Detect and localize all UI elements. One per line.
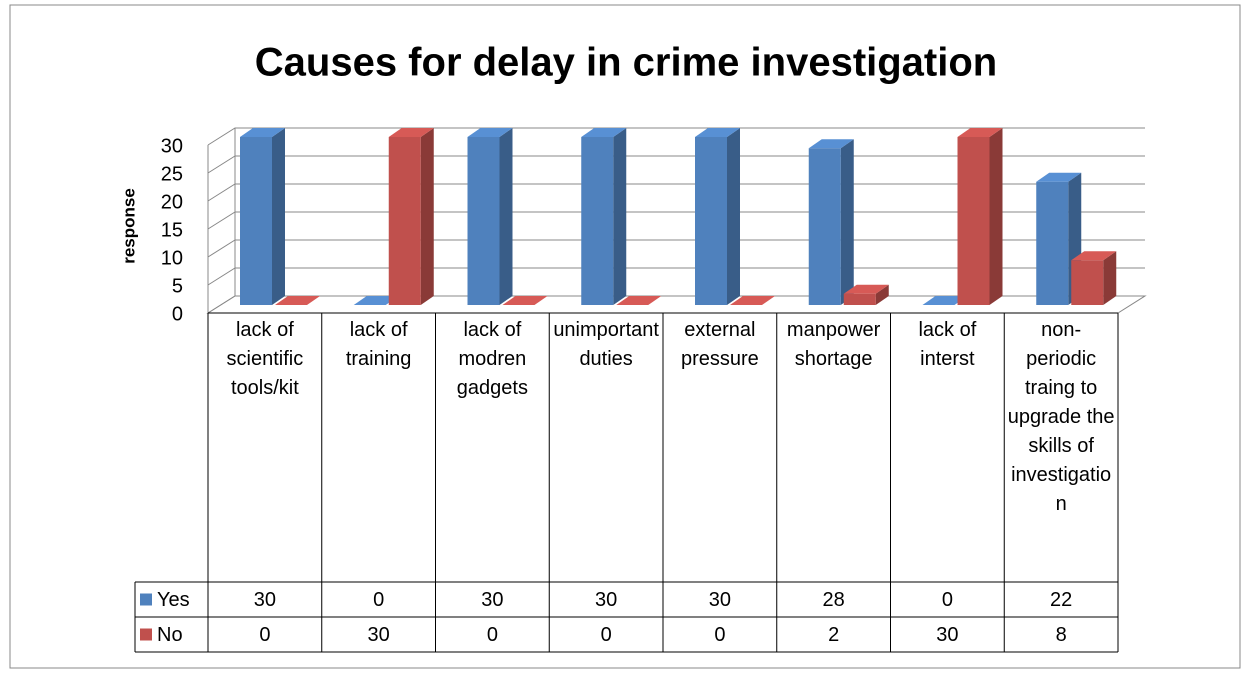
table-value: 2 <box>828 624 839 646</box>
bar-face <box>843 284 889 294</box>
bar-face <box>1071 260 1104 305</box>
y-axis-title: response <box>119 188 138 264</box>
table-value: 0 <box>487 624 498 646</box>
bar <box>275 296 320 305</box>
y-tick-label: 25 <box>161 163 183 185</box>
bar-face <box>467 128 513 137</box>
grid-line <box>207 267 1145 286</box>
bar-face <box>1036 181 1069 305</box>
bar-face <box>808 148 841 305</box>
table-value: 0 <box>373 589 384 611</box>
bar <box>467 128 513 305</box>
bar-face <box>581 137 614 305</box>
bar-face <box>1036 172 1082 182</box>
grid-line <box>207 183 1145 202</box>
bar <box>353 296 399 305</box>
table-value: 28 <box>823 589 845 611</box>
bar-face <box>272 128 285 305</box>
legend-swatch <box>140 593 152 606</box>
bar <box>922 296 968 305</box>
y-tick-label: 15 <box>161 219 183 241</box>
bar-face <box>613 128 627 305</box>
bar <box>581 128 627 305</box>
bar-face <box>957 128 1003 137</box>
bar-face <box>388 128 434 137</box>
bar-face <box>420 128 434 305</box>
legend-label: No <box>157 624 183 646</box>
grid-line <box>207 155 1145 174</box>
bar <box>240 128 285 305</box>
grid-line <box>207 127 1145 146</box>
chart-title: Causes for delay in crime investigation <box>255 41 997 85</box>
y-tick-label: 10 <box>161 247 183 269</box>
bar-face <box>581 128 627 137</box>
bar-face <box>1071 251 1117 261</box>
bar-face <box>1103 251 1117 305</box>
table-value: 30 <box>709 589 731 611</box>
bar-face <box>240 128 285 137</box>
table-value: 22 <box>1050 589 1072 611</box>
grid-line <box>207 211 1145 230</box>
y-tick-label: 30 <box>161 135 183 157</box>
bar-face <box>502 296 548 305</box>
table-value: 30 <box>254 589 276 611</box>
category-label: non-periodic traing to upgrade the skill… <box>1007 319 1115 515</box>
y-tick-label: 0 <box>172 303 183 325</box>
bar-face <box>730 296 775 305</box>
bar-face <box>388 137 421 305</box>
table-value: 30 <box>595 589 617 611</box>
table-value: 0 <box>714 624 725 646</box>
bar <box>1036 172 1082 305</box>
table-value: 0 <box>601 624 612 646</box>
bar <box>957 128 1003 305</box>
table-value: 30 <box>481 589 503 611</box>
bar-face <box>275 296 320 305</box>
table-value: 8 <box>1056 624 1067 646</box>
bar <box>843 284 889 305</box>
chart-border <box>9 4 1241 669</box>
y-tick-label: 20 <box>161 191 183 213</box>
grid-line <box>207 295 1145 314</box>
table-value: 30 <box>368 624 390 646</box>
bar-face <box>957 137 990 305</box>
legend-label: Yes <box>157 589 190 611</box>
legend-swatch <box>140 628 152 641</box>
category-label: lack of training <box>345 319 412 370</box>
category-label: lack of interst <box>918 319 977 370</box>
category-label: unimportant duties <box>553 319 659 370</box>
bar-face <box>695 128 740 137</box>
bar-face <box>989 128 1003 305</box>
bar-face <box>808 139 854 149</box>
table-value: 0 <box>942 589 953 611</box>
bar-face <box>695 137 727 305</box>
table-value: 30 <box>936 624 958 646</box>
bar <box>730 296 775 305</box>
bar-face <box>240 137 272 305</box>
category-label: external pressure <box>680 319 759 370</box>
bar <box>616 296 662 305</box>
table-value: 0 <box>259 624 270 646</box>
bar <box>502 296 548 305</box>
bar <box>808 139 854 305</box>
bar-face <box>616 296 662 305</box>
bar-face <box>727 128 740 305</box>
bar <box>695 128 740 305</box>
bar <box>388 128 434 305</box>
bar-face <box>467 137 500 305</box>
category-label: lack of modren gadgets <box>456 319 528 399</box>
bar-face <box>499 128 513 305</box>
bar-face <box>843 293 876 305</box>
y-tick-label: 5 <box>172 275 183 297</box>
bar-face <box>875 284 889 305</box>
bar-face <box>840 139 854 305</box>
bar-face <box>922 296 968 305</box>
category-label: lack of scientific tools/kit <box>226 319 304 399</box>
category-label: manpower shortage <box>786 319 881 370</box>
bar <box>1071 251 1117 305</box>
grid-line <box>207 239 1145 258</box>
floor <box>206 295 1147 314</box>
bar-face <box>353 296 399 305</box>
